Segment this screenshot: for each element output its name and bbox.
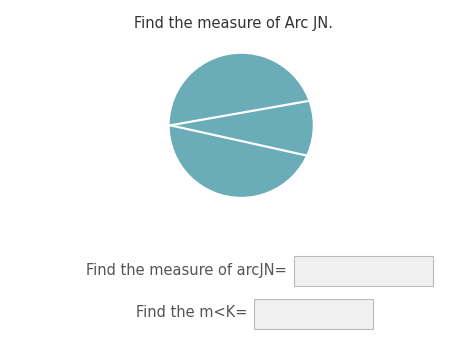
FancyBboxPatch shape (254, 299, 373, 329)
Text: J: J (311, 77, 315, 90)
Text: Find the measure of Arc JN.: Find the measure of Arc JN. (133, 16, 333, 31)
Circle shape (171, 54, 312, 196)
FancyBboxPatch shape (294, 256, 433, 286)
Text: 60: 60 (188, 23, 206, 37)
Text: 150: 150 (189, 209, 215, 222)
Text: N: N (311, 166, 320, 179)
Text: Find the measure of arcJN=: Find the measure of arcJN= (86, 263, 287, 277)
Text: Find the m<K=: Find the m<K= (136, 305, 247, 320)
Text: K: K (145, 119, 153, 132)
